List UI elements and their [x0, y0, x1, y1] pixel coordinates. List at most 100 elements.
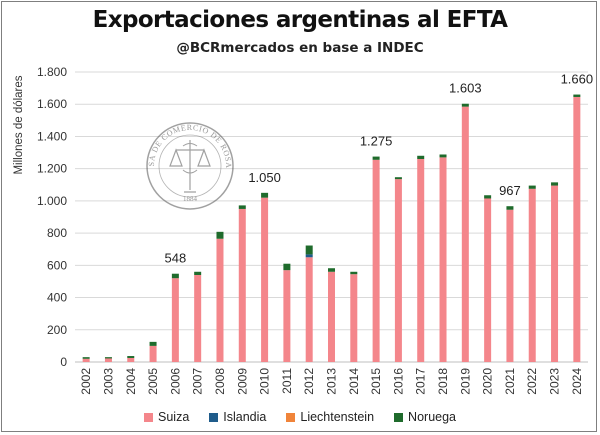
- y-tick-label: 1.000: [37, 194, 67, 208]
- x-tick-label: 2021: [503, 368, 517, 395]
- bar-segment-suiza: [305, 257, 313, 362]
- bar-segment-noruega: [439, 154, 447, 158]
- bars: [82, 94, 581, 362]
- x-tick-label: 2023: [548, 368, 562, 395]
- legend: Suiza Islandia Liechtenstein Noruega: [0, 410, 600, 424]
- y-tick-label: 200: [47, 323, 67, 337]
- legend-item-islandia: Islandia: [209, 410, 266, 424]
- bar-segment-noruega: [127, 356, 135, 358]
- legend-item-liechtenstein: Liechtenstein: [286, 410, 374, 424]
- legend-swatch: [144, 412, 153, 422]
- legend-swatch: [286, 412, 296, 422]
- legend-label: Suiza: [158, 410, 190, 424]
- chart-subtitle: @BCRmercados en base a INDEC: [176, 40, 424, 56]
- bar-segment-noruega: [283, 263, 291, 271]
- data-label: 967: [499, 183, 521, 198]
- bar-segment-suiza: [551, 185, 559, 362]
- bar-segment-suiza: [194, 275, 202, 362]
- legend-label: Noruega: [408, 410, 456, 424]
- bar-segment-noruega: [261, 192, 269, 198]
- x-tick-label: 2004: [124, 368, 138, 395]
- bar-segment-noruega: [394, 177, 402, 180]
- bar-segment-noruega: [484, 195, 492, 199]
- x-tick-label: 2017: [414, 368, 428, 395]
- x-tick-label: 2015: [369, 368, 383, 395]
- y-tick-label: 400: [47, 291, 67, 305]
- bar-segment-noruega: [82, 357, 90, 359]
- bar-segment-noruega: [328, 268, 335, 272]
- bar-segment-suiza: [328, 271, 335, 362]
- y-tick-label: 600: [47, 258, 67, 272]
- x-tick-label: 2005: [146, 368, 160, 395]
- x-tick-label: 2016: [391, 368, 405, 395]
- gridlines: [75, 71, 588, 363]
- bar-segment-suiza: [573, 96, 581, 362]
- logo-text: BOLSA DE COMERCIO DE ROSARIO: [0, 0, 232, 169]
- bar-segment-noruega: [573, 94, 581, 97]
- bar-segment-suiza: [104, 358, 112, 362]
- x-tick-label: 2006: [168, 368, 182, 395]
- bar-segment-suiza: [127, 357, 135, 362]
- bar-segment-suiza: [350, 274, 358, 362]
- x-tick-label: 2014: [347, 368, 361, 395]
- x-tick-label: 2003: [101, 368, 115, 395]
- legend-label: Islandia: [223, 410, 267, 424]
- bar-segment-noruega: [372, 156, 380, 160]
- data-label: 1.660: [561, 72, 594, 87]
- bar-segment-suiza: [394, 179, 402, 362]
- y-tick-label: 800: [47, 226, 67, 240]
- bar-segment-suiza: [528, 188, 536, 362]
- y-tick-label: 0: [60, 355, 67, 369]
- x-tick-label: 2011: [280, 368, 294, 394]
- bar-segment-suiza: [216, 238, 224, 362]
- bar-segment-suiza: [417, 159, 425, 362]
- bar-segment-noruega: [194, 271, 202, 275]
- bar-segment-islandia: [305, 254, 313, 258]
- logo-year: 1884: [183, 195, 198, 203]
- x-tick-label: 2007: [191, 368, 205, 395]
- bar-segment-suiza: [238, 208, 246, 362]
- legend-swatch: [394, 412, 404, 422]
- bar-segment-suiza: [461, 106, 469, 362]
- bar-segment-noruega: [528, 185, 536, 189]
- data-label: 1.050: [248, 170, 281, 185]
- x-tick-label: 2024: [570, 368, 584, 395]
- bar-segment-noruega: [305, 245, 313, 255]
- bar-segment-suiza: [372, 159, 380, 362]
- y-tick-label: 1.600: [37, 97, 67, 111]
- bar-segment-suiza: [283, 270, 291, 362]
- data-label: 548: [165, 251, 187, 266]
- legend-item-noruega: Noruega: [394, 410, 456, 424]
- bar-segment-noruega: [216, 231, 224, 239]
- x-tick-label: 2012: [302, 368, 316, 395]
- bar-segment-noruega: [149, 341, 157, 346]
- bar-segment-suiza: [82, 358, 90, 362]
- bar-segment-noruega: [171, 273, 179, 279]
- x-tick-label: 2018: [436, 368, 450, 395]
- bar-segment-suiza: [261, 197, 269, 362]
- svg-text:BOLSA DE COMERCIO DE ROSARIO: BOLSA DE COMERCIO DE ROSARIO: [0, 0, 233, 169]
- x-tick-label: 2020: [481, 368, 495, 395]
- data-label: 1.275: [360, 134, 393, 149]
- x-tick-label: 2022: [525, 368, 539, 395]
- bar-segment-suiza: [439, 157, 447, 362]
- x-tick-label: 2010: [258, 368, 272, 395]
- bar-segment-noruega: [350, 271, 358, 275]
- x-tick-label: 2013: [325, 368, 339, 395]
- bar-segment-noruega: [551, 182, 559, 186]
- bar-segment-noruega: [104, 357, 112, 359]
- y-tick-label: 1.400: [37, 129, 67, 143]
- x-tick-label: 2019: [458, 368, 472, 395]
- chart-title: Exportaciones argentinas al EFTA: [92, 7, 508, 33]
- data-label: 1.603: [449, 81, 482, 96]
- legend-swatch: [209, 412, 219, 422]
- bar-segment-noruega: [506, 206, 514, 210]
- x-tick-label: 2002: [79, 368, 93, 395]
- y-axis-label: Millones de dólares: [13, 75, 25, 174]
- bar-segment-suiza: [171, 278, 179, 362]
- legend-label: Liechtenstein: [300, 410, 375, 424]
- axes: 0 200 400 600 800 1.000 1.200 1.400 1.600 1.800 20…: [37, 65, 588, 395]
- bar-segment-suiza: [149, 345, 157, 362]
